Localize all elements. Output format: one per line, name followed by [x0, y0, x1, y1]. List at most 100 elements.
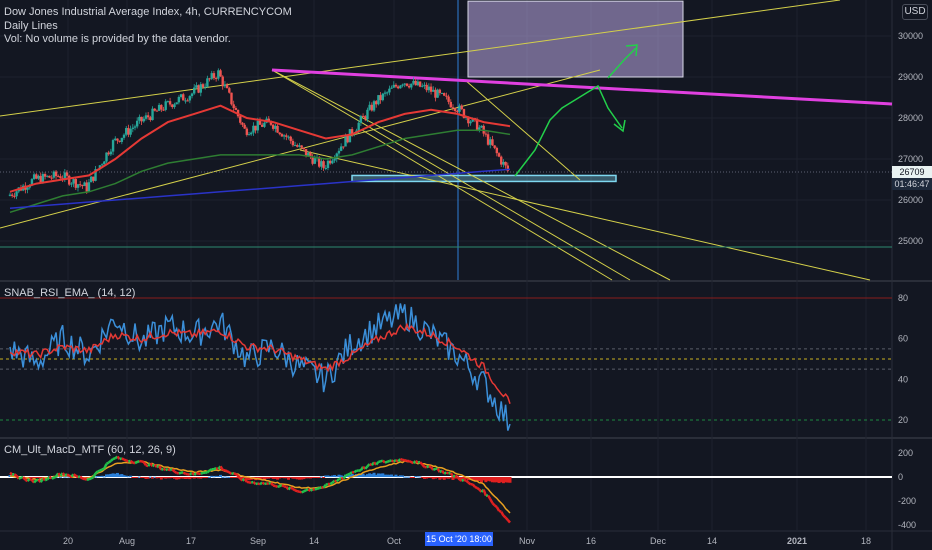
macd-line-segment [465, 479, 470, 484]
candle-body [416, 81, 420, 86]
macd-line-segment [105, 461, 110, 465]
macd-line-segment [289, 486, 294, 491]
trendline [464, 79, 581, 181]
candle-body [239, 116, 242, 123]
macd-histogram-bar [488, 477, 492, 482]
candle-body [94, 169, 97, 181]
volume-note: Vol: No volume is provided by the data v… [4, 33, 231, 45]
candle-body [138, 116, 141, 121]
chart-title: Dow Jones Industrial Average Index, 4h, … [4, 6, 292, 18]
macd-histogram-bar [436, 477, 440, 478]
candle-body [41, 174, 45, 183]
trendline [271, 69, 671, 281]
candle-body [199, 84, 202, 93]
candle-body [52, 171, 56, 178]
macd-histogram-bar [431, 477, 435, 480]
macd-histogram-bar [39, 477, 43, 479]
macd-histogram-bar [199, 477, 203, 479]
macd-line-segment [237, 475, 242, 480]
macd-histogram-bar [179, 477, 183, 479]
macd-line-segment [382, 459, 386, 464]
macd-histogram-bar [422, 477, 426, 479]
macd-line-segment [342, 475, 347, 480]
candle-body [385, 92, 389, 94]
macd-line-segment [158, 465, 163, 471]
macd-histogram-bar [504, 477, 508, 483]
candle-body [85, 182, 88, 192]
candle-body [210, 73, 213, 79]
candle-body [383, 92, 387, 94]
macd-histogram-bar [497, 477, 501, 484]
macd-histogram-bar [183, 477, 187, 479]
macd-histogram-bar [429, 477, 433, 479]
macd-line-segment [299, 490, 303, 494]
macd-histogram-bar [203, 477, 207, 479]
macd-line-segment [90, 476, 94, 480]
macd-histogram-bar [372, 472, 376, 477]
macd-histogram-bar [425, 477, 429, 479]
trendline [299, 149, 871, 281]
candle-body [267, 118, 270, 121]
macd-histogram-bar [311, 477, 315, 478]
macd-histogram-bar [385, 474, 389, 477]
macd-histogram-bar [225, 476, 229, 478]
candle-body [372, 101, 376, 111]
macd-histogram-bar [107, 474, 111, 477]
macd-histogram-bar [482, 477, 486, 481]
candle-body [59, 176, 62, 179]
macd-line-segment [116, 455, 121, 460]
time-tick-label: 20 [63, 536, 73, 546]
candle-body [350, 129, 354, 135]
price-tick-label: 25000 [898, 236, 923, 246]
candle-body [460, 105, 463, 110]
macd-histogram-bar [177, 477, 181, 480]
macd-histogram-bar [58, 476, 62, 478]
candle-body [217, 70, 220, 79]
candle-body [469, 121, 472, 124]
macd-histogram-bar [146, 477, 150, 479]
candle-body [87, 182, 91, 192]
macd-line-segment [439, 469, 443, 474]
rsi-indicator-label[interactable]: SNAB_RSI_EMA_ (14, 12) [4, 287, 136, 299]
candle-body [208, 78, 211, 80]
rsi-tick-label: 60 [898, 334, 908, 344]
macd-histogram-bar [484, 477, 488, 483]
candle-body [195, 85, 198, 88]
macd-line-segment [364, 465, 369, 470]
macd-histogram-bar [122, 475, 126, 477]
candle-body [135, 120, 139, 127]
macd-histogram-bar [460, 477, 464, 481]
macd-line-segment [145, 464, 149, 468]
candle-body [149, 117, 152, 121]
macd-histogram-bar [124, 475, 128, 477]
candle-body [504, 161, 507, 166]
macd-histogram-bar [76, 477, 80, 478]
macd-line-segment [233, 472, 237, 476]
candle-body [54, 171, 58, 177]
macd-histogram-bar [227, 476, 231, 478]
currency-button[interactable]: USD [902, 4, 928, 20]
macd-histogram-bar [221, 476, 225, 478]
macd-histogram-bar [109, 473, 113, 477]
macd-histogram-bar [499, 477, 503, 483]
candle-body [324, 167, 327, 169]
macd-line-segment [301, 490, 305, 494]
candle-body [293, 145, 297, 147]
macd-histogram-bar [493, 477, 497, 483]
macd-line-segment [257, 482, 261, 486]
macd-indicator-label[interactable]: CM_Ult_MacD_MTF (60, 12, 26, 9) [4, 444, 176, 456]
candle-body [506, 165, 510, 171]
macd-line-segment [18, 476, 22, 480]
macd-line-segment [129, 459, 134, 464]
candle-body [346, 135, 349, 143]
macd-line-segment [506, 519, 511, 524]
macd-line-segment [500, 511, 505, 517]
macd-histogram-bar [322, 477, 326, 478]
price-tick-label: 30000 [898, 31, 923, 41]
macd-line-segment [432, 467, 436, 472]
macd-line-segment [272, 484, 276, 488]
candle-body [271, 124, 275, 129]
macd-histogram-bar [479, 477, 483, 483]
macd-line-segment [61, 472, 66, 477]
